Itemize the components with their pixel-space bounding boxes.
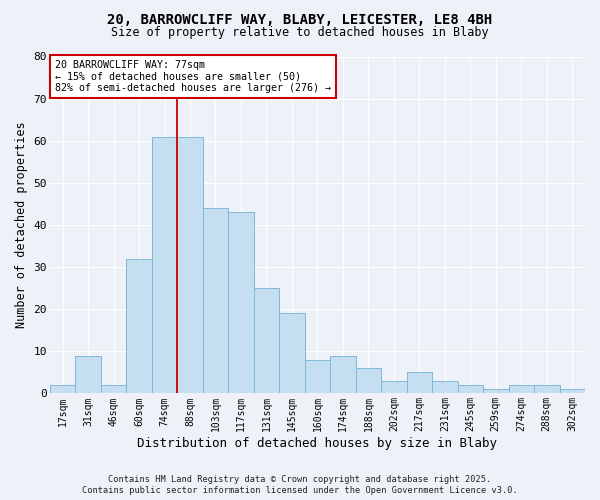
Bar [152, 136, 177, 394]
Text: Contains HM Land Registry data © Crown copyright and database right 2025.: Contains HM Land Registry data © Crown c… [109, 475, 491, 484]
Bar [228, 212, 254, 394]
Bar [407, 372, 432, 394]
Bar [254, 288, 279, 394]
Bar [126, 258, 152, 394]
Bar [483, 389, 509, 394]
Bar [330, 356, 356, 394]
Bar [381, 381, 407, 394]
Bar [560, 389, 585, 394]
Bar [534, 385, 560, 394]
Bar [76, 356, 101, 394]
X-axis label: Distribution of detached houses by size in Blaby: Distribution of detached houses by size … [137, 437, 497, 450]
Y-axis label: Number of detached properties: Number of detached properties [15, 122, 28, 328]
Bar [458, 385, 483, 394]
Bar [177, 136, 203, 394]
Bar [305, 360, 330, 394]
Bar [101, 385, 126, 394]
Bar [50, 385, 76, 394]
Bar [279, 314, 305, 394]
Bar [432, 381, 458, 394]
Text: Contains public sector information licensed under the Open Government Licence v3: Contains public sector information licen… [82, 486, 518, 495]
Bar [203, 208, 228, 394]
Text: 20 BARROWCLIFF WAY: 77sqm
← 15% of detached houses are smaller (50)
82% of semi-: 20 BARROWCLIFF WAY: 77sqm ← 15% of detac… [55, 60, 331, 93]
Bar [356, 368, 381, 394]
Bar [509, 385, 534, 394]
Text: 20, BARROWCLIFF WAY, BLABY, LEICESTER, LE8 4BH: 20, BARROWCLIFF WAY, BLABY, LEICESTER, L… [107, 12, 493, 26]
Text: Size of property relative to detached houses in Blaby: Size of property relative to detached ho… [111, 26, 489, 39]
